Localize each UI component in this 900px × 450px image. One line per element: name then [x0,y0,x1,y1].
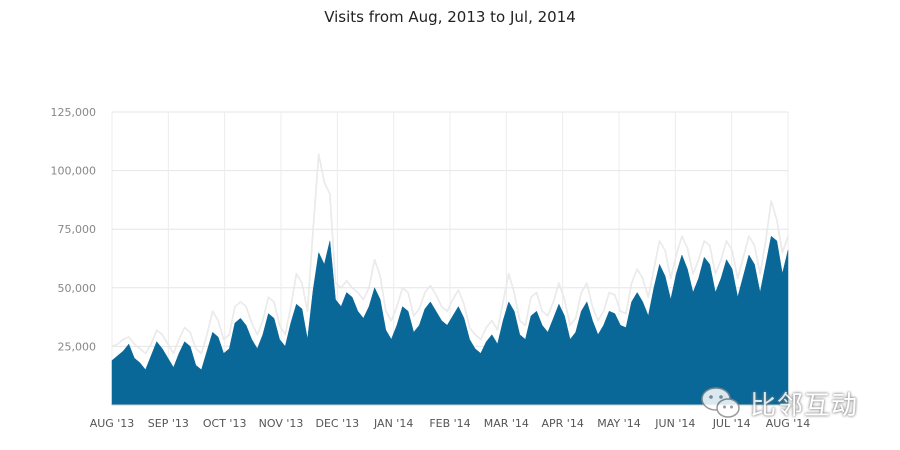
x-tick-label: JUN '14 [654,417,695,430]
x-tick-label: AUG '13 [90,417,135,430]
x-tick-label: SEP '13 [148,417,189,430]
y-tick-label: 75,000 [58,223,97,236]
x-tick-label: MAY '14 [597,417,640,430]
x-tick-label: MAR '14 [484,417,529,430]
y-tick-label: 100,000 [51,165,97,178]
y-tick-label: 125,000 [51,106,97,119]
watermark: 比邻互动 [700,383,890,423]
x-tick-label: APR '14 [542,417,584,430]
series-areas [111,153,789,406]
x-axis: AUG '13 SEP '13 OCT '13 NOV '13 DEC '13 JAN '… [90,404,811,430]
x-tick-label: JAN '14 [373,417,413,430]
series-visits-area [111,235,789,406]
series-visits-prev-overlay [111,153,789,354]
x-tick-label: JUL '14 [712,417,751,430]
y-axis: 25,000 50,000 75,000 100,000 125,000 [51,106,97,353]
x-tick-label: FEB '14 [429,417,470,430]
watermark-text: 比邻互动 [750,390,859,421]
x-tick-label: DEC '13 [316,417,360,430]
chart-title: Visits from Aug, 2013 to Jul, 2014 [324,8,576,26]
x-tick-label: NOV '13 [259,417,304,430]
y-tick-label: 25,000 [58,340,97,353]
y-tick-label: 50,000 [58,282,97,295]
x-tick-label: OCT '13 [203,417,247,430]
wechat-icon [701,387,740,418]
x-tick-label: AUG '14 [766,417,811,430]
